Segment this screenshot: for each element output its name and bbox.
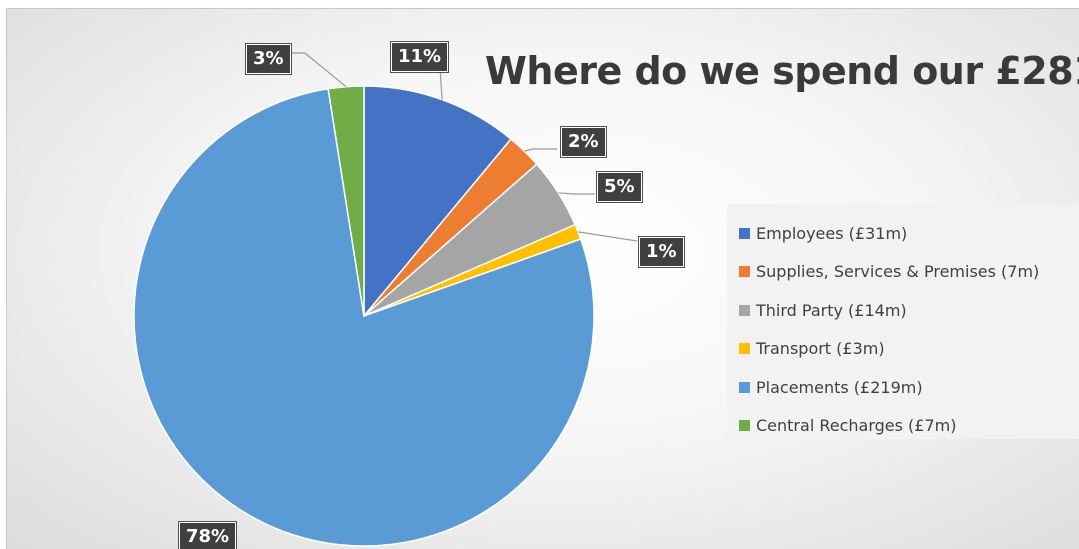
- pie-slice-placements: [133, 87, 595, 547]
- data-label-transport: 1%: [639, 237, 684, 267]
- leader-line-third-party: [558, 192, 595, 195]
- legend-label: Supplies, Services & Premises (7m): [756, 262, 1040, 282]
- legend-item-placements: Placements (£219m): [739, 368, 1079, 407]
- leader-line-transport: [577, 231, 638, 242]
- legend: Employees (£31m) Supplies, Services & Pr…: [727, 204, 1079, 439]
- leader-line-central-recharges: [285, 52, 347, 88]
- legend-label: Employees (£31m): [756, 223, 908, 243]
- legend-swatch: [739, 420, 750, 432]
- legend-item-supplies: Supplies, Services & Premises (7m): [739, 253, 1079, 292]
- leader-line-employees: [439, 68, 443, 100]
- legend-label: Third Party (£14m): [756, 300, 907, 320]
- pie-slice-employees: [363, 85, 513, 319]
- pie-chart: [133, 52, 638, 547]
- legend-swatch: [739, 343, 750, 355]
- data-label-central-recharges: 3%: [246, 44, 291, 74]
- legend-item-employees: Employees (£31m): [739, 214, 1079, 253]
- legend-swatch: [739, 227, 750, 239]
- legend-label: Central Recharges (£7m): [756, 416, 957, 436]
- data-label-supplies: 2%: [561, 127, 606, 157]
- legend-label: Placements (£219m): [756, 377, 923, 397]
- legend-item-transport: Transport (£3m): [739, 330, 1079, 369]
- legend-swatch: [739, 266, 750, 278]
- legend-label: Transport (£3m): [756, 339, 885, 359]
- legend-swatch: [739, 381, 750, 393]
- data-label-employees: 11%: [391, 42, 449, 72]
- leader-line-supplies: [524, 148, 557, 152]
- chart-title: Where do we spend our £281m?: [485, 49, 1079, 93]
- data-label-placements: 78%: [179, 522, 237, 549]
- legend-item-third-party: Third Party (£14m): [739, 291, 1079, 330]
- chart-area: Where do we spend our £281m? 11% 2% 5% 1…: [6, 8, 1079, 549]
- data-label-third-party: 5%: [597, 172, 642, 202]
- legend-swatch: [739, 304, 750, 316]
- legend-item-central-recharges: Central Recharges (£7m): [739, 407, 1079, 446]
